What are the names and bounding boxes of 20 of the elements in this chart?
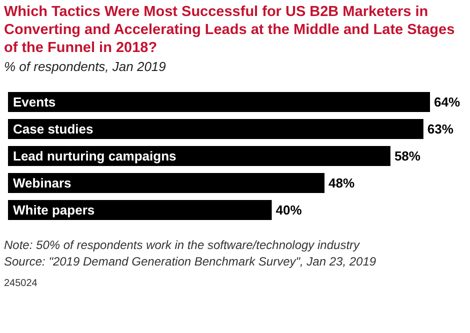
data-label: 40% — [276, 202, 302, 218]
bar — [8, 146, 390, 166]
bar — [8, 119, 424, 139]
y-tick-label: Webinars — [13, 176, 72, 190]
y-tick-label: White papers — [13, 202, 95, 218]
text: Note: 50% of respondents work in the software/technology industry — [4, 238, 361, 252]
data-label: 58% — [394, 148, 421, 164]
y-tick-label: Case studies — [13, 122, 94, 136]
data-label: 63% — [427, 122, 454, 136]
y-tick-label: Lead nurturing campaigns — [13, 148, 176, 164]
y-tick-label: Events — [13, 94, 56, 110]
bar — [8, 173, 324, 193]
chart-title: Which Tactics Were Most Successful for US B2B Marketers in Converting and Accelerating Leads at the Middle and Late Stages of the Funnel in 2018? — [4, 4, 455, 56]
bar — [8, 92, 430, 112]
text: 245024 — [4, 278, 38, 289]
chart-subtitle: % of respondents, Jan 2019 — [4, 59, 166, 74]
source-note: Source: "2019 Demand Generation Benchmark Survey", Jan 23, 2019 — [4, 254, 376, 268]
data-label: 64% — [434, 94, 460, 110]
data-label: 48% — [328, 176, 355, 190]
bar — [8, 200, 272, 220]
